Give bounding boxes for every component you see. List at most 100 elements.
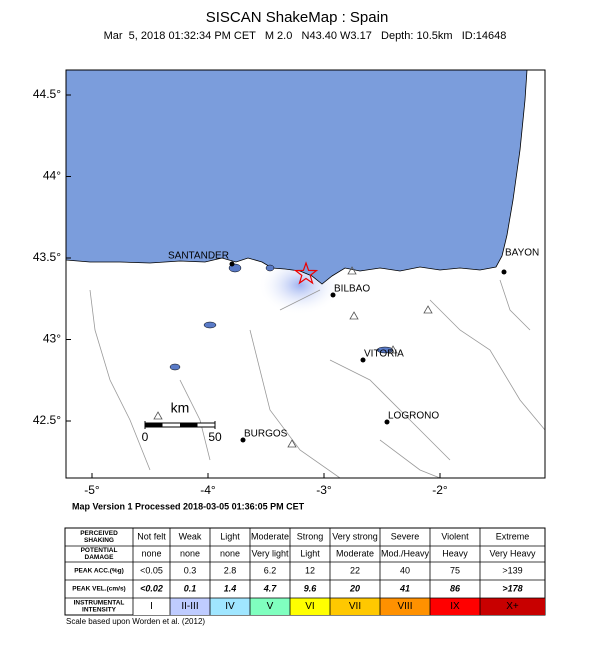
- x-tick-label: -2°: [432, 483, 448, 497]
- scale-label: 0: [142, 430, 149, 444]
- table-cell: 22: [350, 565, 360, 575]
- city-dot: [501, 269, 507, 275]
- city-label: BAYON: [505, 248, 539, 259]
- scale-unit: km: [171, 400, 190, 416]
- table-cell: none: [180, 548, 200, 558]
- table-cell: V: [267, 601, 274, 612]
- x-tick-label: -4°: [200, 483, 216, 497]
- city-dot: [229, 261, 235, 267]
- intensity-color: [210, 598, 250, 615]
- city-dot: [360, 357, 366, 363]
- table-cell: none: [220, 548, 240, 558]
- reservoirs: [169, 263, 394, 371]
- column-header: Strong: [297, 531, 324, 541]
- table-cell: Mod./Heavy: [381, 548, 430, 558]
- y-tick-label: 44°: [43, 169, 61, 183]
- table-cell: 40: [400, 565, 410, 575]
- table-cell: VI: [305, 601, 314, 612]
- table-cell: Very light: [251, 548, 289, 558]
- column-header: Extreme: [496, 531, 530, 541]
- table-cell: VIII: [397, 601, 412, 612]
- intensity-color: [290, 598, 330, 615]
- row-label: INTENSITY: [82, 607, 117, 614]
- y-tick-label: 43.5°: [33, 250, 61, 264]
- table-cell: 9.6: [304, 583, 318, 593]
- table-cell: 2.8: [224, 565, 237, 575]
- table-cell: none: [141, 548, 161, 558]
- column-header: Not felt: [137, 531, 166, 541]
- row-label: DAMAGE: [85, 554, 115, 561]
- row-label: PEAK VEL.(cm/s): [72, 586, 125, 593]
- table-cell: <0.05: [140, 565, 163, 575]
- intensity-color: [480, 598, 545, 615]
- table-cell: <0.02: [140, 583, 163, 593]
- x-tick-label: -5°: [84, 483, 100, 497]
- map-overlay: -5° -4° -3° -2° 42.5° 43° 43.5° 44° 44.5° SANTAND…: [33, 87, 539, 497]
- scale-bar-fill: [180, 423, 198, 427]
- intensity-color: [380, 598, 430, 615]
- table-cell: 86: [450, 583, 461, 593]
- column-header: Light: [220, 531, 240, 541]
- city-label: BILBAO: [334, 284, 370, 295]
- intensity-color: [133, 598, 170, 615]
- row-label: PEAK ACC.(%g): [74, 568, 124, 575]
- column-header: Moderate: [251, 531, 289, 541]
- city-dot: [384, 419, 390, 425]
- map-footer: Map Version 1 Processed 2018-03-05 01:36…: [72, 501, 305, 511]
- row-label: PERCEIVED: [80, 530, 118, 537]
- table-cell: II-III: [181, 601, 198, 612]
- sea: [66, 70, 528, 285]
- rivers: [89, 279, 545, 478]
- table-cell: 41: [399, 583, 410, 593]
- y-tick-label: 44.5°: [33, 87, 61, 101]
- table-cell: Light: [300, 548, 320, 558]
- table-cell: Heavy: [442, 548, 468, 558]
- city-label: VITORIA: [364, 349, 404, 360]
- city-label: SANTANDER: [168, 251, 229, 262]
- table-cell: Moderate: [336, 548, 374, 558]
- intensity-color: [170, 598, 210, 615]
- table-cell: 75: [450, 565, 460, 575]
- y-tick-label: 42.5°: [33, 413, 61, 427]
- scale-note: Scale based upon Worden et al. (2012): [66, 617, 205, 626]
- table-cell: IV: [225, 601, 235, 612]
- map-frame: [65, 69, 546, 479]
- table-cell: X+: [506, 601, 519, 612]
- stations: [153, 266, 433, 448]
- table-cell: IX: [450, 601, 460, 612]
- x-tick-label: -3°: [316, 483, 332, 497]
- city-dot: [330, 292, 336, 298]
- city-dot: [240, 437, 246, 443]
- table-cell: Very Heavy: [489, 548, 536, 558]
- intensity-color: [430, 598, 480, 615]
- table-cell: 6.2: [264, 565, 277, 575]
- table-cell: >178: [502, 583, 522, 593]
- epicenter: [293, 261, 319, 285]
- scale-bar-fill: [145, 423, 163, 427]
- scale-label: 50: [208, 430, 222, 444]
- column-header: Weak: [179, 531, 202, 541]
- column-header: Violent: [441, 531, 469, 541]
- table-cell: 20: [349, 583, 360, 593]
- column-header: Severe: [391, 531, 420, 541]
- intensity-color: [250, 598, 290, 615]
- map-body: [66, 70, 545, 478]
- row-label: INSTRUMENTAL: [74, 600, 125, 607]
- intensity-color: [330, 598, 380, 615]
- subtitle: Mar 5, 2018 01:32:34 PM CET M 2.0 N43.40…: [104, 30, 507, 42]
- city-label: LOGRONO: [388, 411, 439, 422]
- column-header: Very strong: [332, 531, 378, 541]
- title: SISCAN ShakeMap : Spain: [206, 9, 389, 26]
- table-cell: 1.4: [224, 583, 237, 593]
- y-tick-label: 43°: [43, 332, 61, 346]
- city-label: BURGOS: [244, 429, 288, 440]
- row-label: SHAKING: [84, 537, 114, 544]
- table-cell: 4.7: [263, 583, 278, 593]
- table-cell: 12: [305, 565, 315, 575]
- table-cell: 0.3: [184, 565, 197, 575]
- table-cell: I: [150, 601, 153, 612]
- table-cell: VII: [349, 601, 361, 612]
- table-cell: 0.1: [184, 583, 197, 593]
